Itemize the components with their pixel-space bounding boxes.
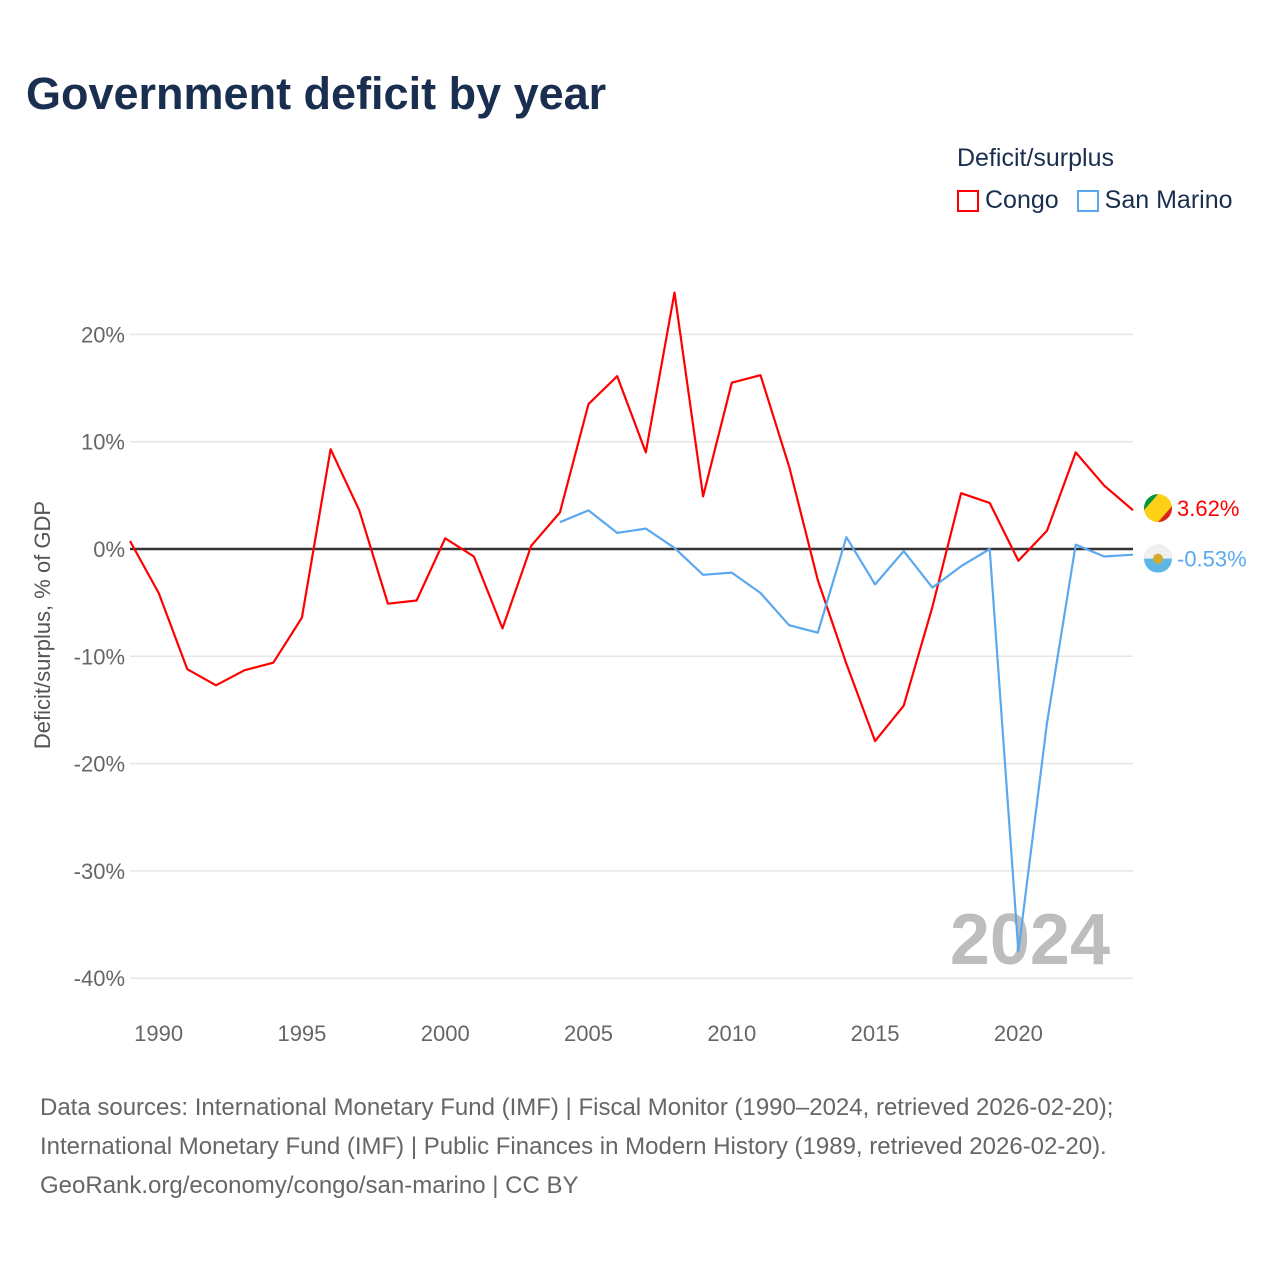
source-line-2: International Monetary Fund (IMF) | Publ… — [40, 1133, 1107, 1160]
flag-white-part — [1144, 544, 1172, 559]
legend: Congo San Marino — [957, 186, 1233, 215]
series-line-congo — [129, 291, 1134, 743]
chart-title: Government deficit by year — [26, 68, 607, 119]
x-tick-label: 2010 — [707, 1021, 756, 1046]
y-tick-label: -40% — [74, 966, 125, 991]
x-tick-label: 2020 — [994, 1021, 1043, 1046]
legend-title: Deficit/surplus — [957, 144, 1114, 172]
y-tick-label: -20% — [74, 752, 125, 777]
x-tick-label: 2000 — [421, 1021, 470, 1046]
x-tick-label: 2015 — [851, 1021, 900, 1046]
legend-label: Congo — [985, 186, 1059, 214]
legend-swatch-san-marino — [1076, 189, 1099, 212]
footer: Data sources: International Monetary Fun… — [40, 1088, 1113, 1205]
legend-label: San Marino — [1104, 186, 1233, 214]
year-watermark: 2024 — [950, 900, 1110, 980]
flag-emblem — [1153, 553, 1163, 564]
flag-green-part — [1144, 494, 1158, 511]
end-value-label: 3.62% — [1177, 496, 1239, 521]
legend-item-san-marino[interactable]: San Marino — [1076, 186, 1233, 215]
y-tick-label: 20% — [81, 322, 125, 347]
x-tick-label: 1995 — [277, 1021, 326, 1046]
series-line-san-marino — [559, 509, 1134, 953]
x-tick-label: 2005 — [564, 1021, 613, 1046]
legend-item-congo[interactable]: Congo — [957, 186, 1059, 215]
source-url[interactable]: GeoRank.org/economy/congo/san-marino | C… — [40, 1172, 579, 1199]
flag-red-part — [1158, 506, 1172, 523]
source-line-1: Data sources: International Monetary Fun… — [40, 1094, 1114, 1121]
y-tick-label: -30% — [74, 859, 125, 884]
y-axis-label: Deficit/surplus, % of GDP — [30, 501, 55, 749]
x-tick-label: 1990 — [134, 1021, 183, 1046]
y-tick-label: 10% — [81, 430, 125, 455]
y-tick-label: -10% — [74, 644, 125, 669]
end-value-label: -0.53% — [1177, 547, 1247, 572]
y-tick-label: 0% — [93, 537, 125, 562]
legend-swatch-congo — [957, 189, 979, 212]
